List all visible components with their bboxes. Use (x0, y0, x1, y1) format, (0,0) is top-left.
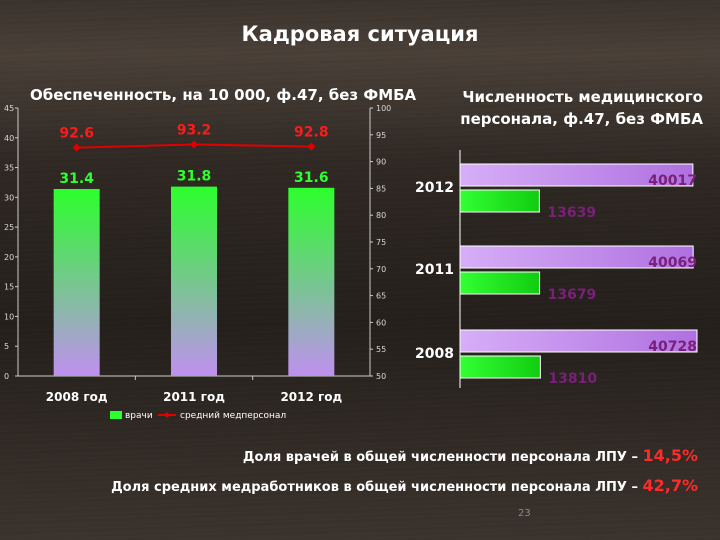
purple-value-label: 40069 (648, 255, 697, 271)
right-tick-label: 65 (376, 292, 386, 301)
right-tick-label: 50 (376, 372, 386, 381)
legend-nurses-label: средний медперсонал (180, 411, 286, 421)
right-tick-label: 80 (376, 211, 386, 220)
footer-doctors-text: Доля врачей в общей численности персонал… (242, 450, 638, 465)
x-category-label: 2008 год (46, 390, 108, 404)
right-chart-title: Численность медицинского персонала, ф.47… (460, 88, 703, 128)
right-tick-label: 85 (376, 184, 386, 193)
left-tick-label: 40 (4, 134, 14, 143)
right-tick-label: 95 (376, 131, 386, 140)
purple-value-label: 40728 (648, 339, 697, 355)
left-tick-label: 20 (4, 253, 14, 262)
legend-nurses-marker (164, 412, 170, 418)
right-tick-label: 90 (376, 158, 386, 167)
right-tick-label: 75 (376, 238, 386, 247)
line-marker (190, 140, 198, 149)
left-tick-label: 30 (4, 193, 14, 202)
legend-doctors-label: врачи (125, 411, 153, 421)
footer-nurses-value: 42,7% (642, 476, 698, 495)
left-tick-label: 25 (4, 223, 14, 232)
right-tick-label: 55 (376, 345, 386, 354)
bar-doctors (53, 188, 100, 376)
left-combo-chart: 0 5 10 15 20 25 30 35 40 45 50 55 60 65 70 75 80 85 90 95 10… (4, 104, 391, 421)
footer-doctors-share: Доля врачей в общей численности персонал… (243, 446, 698, 465)
green-value-label: 13810 (548, 371, 597, 387)
left-tick-label: 10 (4, 312, 14, 321)
x-category-label: 2012 год (280, 390, 342, 404)
bar-green (459, 355, 541, 379)
footer-nurses-text: Доля средних медработников в общей числе… (111, 480, 638, 495)
right-hbar-chart: 2012 40017 13639 2011 40069 13679 2008 40728 138… (415, 150, 698, 388)
footer-nurses-share: Доля средних медработников в общей числе… (111, 476, 698, 495)
left-tick-label: 35 (4, 164, 14, 173)
right-tick-label: 60 (376, 318, 386, 327)
right-tick-label: 100 (376, 104, 391, 113)
left-chart-title: Обеспеченность, на 10 000, ф.47, без ФМБ… (30, 86, 417, 104)
bar-doctors (288, 187, 335, 376)
left-tick-label: 15 (4, 283, 14, 292)
line-marker (307, 142, 316, 151)
left-tick-label: 45 (4, 104, 14, 113)
bar-value-label: 31.8 (177, 169, 212, 185)
green-value-label: 13639 (547, 205, 596, 221)
bar-green (459, 189, 540, 213)
line-value-label: 92.8 (294, 125, 329, 141)
line-value-label: 92.6 (59, 126, 94, 142)
bar-doctors (171, 186, 217, 376)
purple-value-label: 40017 (648, 173, 697, 189)
year-label: 2008 (415, 346, 454, 362)
bar-purple (459, 329, 698, 353)
bar-purple (459, 245, 694, 269)
left-tick-label: 5 (4, 342, 9, 351)
x-category-label: 2011 год (163, 390, 225, 404)
year-label: 2012 (415, 180, 454, 196)
green-value-label: 13679 (548, 287, 597, 303)
left-tick-label: 0 (4, 372, 9, 381)
bar-value-label: 31.6 (294, 170, 329, 186)
slide-title: Кадровая ситуация (241, 22, 479, 46)
right-tick-label: 70 (376, 265, 386, 274)
footer-doctors-value: 14,5% (642, 446, 698, 465)
legend-doctors-swatch (110, 411, 122, 419)
bar-green (459, 271, 541, 295)
page-number: 23 (518, 508, 531, 519)
bar-purple (459, 163, 694, 187)
year-label: 2011 (415, 262, 454, 278)
line-value-label: 93.2 (177, 122, 212, 138)
line-marker (72, 143, 81, 152)
bar-value-label: 31.4 (59, 171, 94, 187)
